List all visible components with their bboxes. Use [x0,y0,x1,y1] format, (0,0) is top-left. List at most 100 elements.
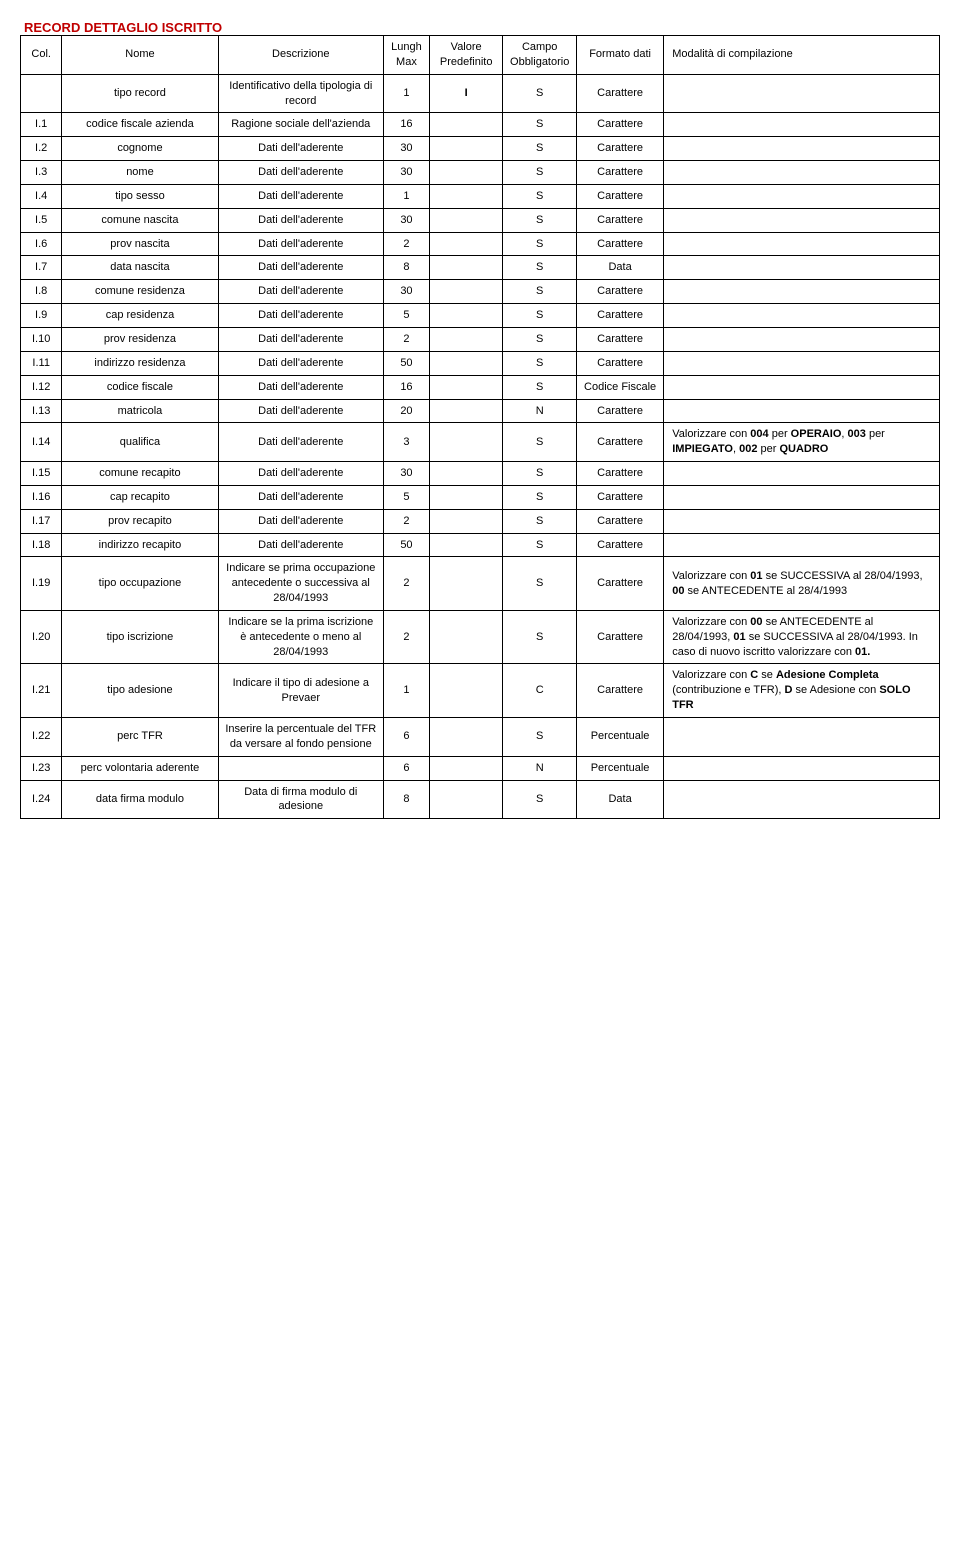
cell-descrizione: Dati dell'aderente [218,509,383,533]
cell-lungh-max: 50 [383,351,429,375]
cell-col: I.17 [21,509,62,533]
cell-valore-predefinito [429,462,503,486]
cell-formato-dati: Carattere [576,113,663,137]
table-row: I.10prov residenzaDati dell'aderente2SCa… [21,327,940,351]
cell-descrizione: Dati dell'aderente [218,208,383,232]
cell-modalita [664,399,940,423]
cell-lungh-max: 30 [383,280,429,304]
table-row: I.23perc volontaria aderente6NPercentual… [21,756,940,780]
cell-valore-predefinito [429,184,503,208]
cell-formato-dati: Data [576,780,663,819]
table-row: I.7data nascitaDati dell'aderente8SData [21,256,940,280]
header-row: Col. Nome Descrizione Lungh Max Valore P… [21,36,940,75]
cell-descrizione: Dati dell'aderente [218,280,383,304]
table-row: I.24data firma moduloData di firma modul… [21,780,940,819]
cell-col: I.22 [21,718,62,757]
cell-valore-predefinito [429,423,503,462]
cell-modalita [664,533,940,557]
cell-lungh-max: 30 [383,161,429,185]
cell-valore-predefinito [429,610,503,664]
cell-col: I.12 [21,375,62,399]
table-row: I.4tipo sessoDati dell'aderente1SCaratte… [21,184,940,208]
cell-valore-predefinito [429,780,503,819]
cell-formato-dati: Carattere [576,399,663,423]
header-lungh-max: Lungh Max [383,36,429,75]
cell-campo-obbligatorio: S [503,780,577,819]
table-body: tipo recordIdentificativo della tipologi… [21,74,940,819]
cell-campo-obbligatorio: S [503,509,577,533]
table-row: tipo recordIdentificativo della tipologi… [21,74,940,113]
cell-descrizione: Indicare se prima occupazione antecedent… [218,557,383,611]
cell-modalita [664,351,940,375]
table-row: I.5comune nascitaDati dell'aderente30SCa… [21,208,940,232]
cell-modalita [664,327,940,351]
cell-nome: tipo sesso [62,184,218,208]
cell-modalita [664,304,940,328]
cell-modalita: Valorizzare con 004 per OPERAIO, 003 per… [664,423,940,462]
cell-lungh-max: 6 [383,756,429,780]
cell-campo-obbligatorio: S [503,375,577,399]
cell-col: I.7 [21,256,62,280]
cell-col: I.13 [21,399,62,423]
section-title: RECORD DETTAGLIO ISCRITTO [20,20,940,35]
cell-col: I.24 [21,780,62,819]
cell-nome: cognome [62,137,218,161]
cell-nome: matricola [62,399,218,423]
table-row: I.20tipo iscrizioneIndicare se la prima … [21,610,940,664]
cell-modalita: Valorizzare con 00 se ANTECEDENTE al 28/… [664,610,940,664]
cell-formato-dati: Carattere [576,74,663,113]
header-modalita: Modalità di compilazione [664,36,940,75]
cell-nome: perc volontaria aderente [62,756,218,780]
cell-modalita [664,780,940,819]
cell-col: I.20 [21,610,62,664]
cell-formato-dati: Carattere [576,610,663,664]
cell-valore-predefinito [429,113,503,137]
header-campo-obbligatorio: Campo Obbligatorio [503,36,577,75]
cell-modalita [664,208,940,232]
cell-nome: prov residenza [62,327,218,351]
table-row: I.18indirizzo recapitoDati dell'aderente… [21,533,940,557]
cell-descrizione: Indicare il tipo di adesione a Prevaer [218,664,383,718]
cell-valore-predefinito [429,509,503,533]
cell-nome: comune residenza [62,280,218,304]
cell-nome: tipo adesione [62,664,218,718]
record-table: Col. Nome Descrizione Lungh Max Valore P… [20,35,940,819]
table-row: I.19tipo occupazioneIndicare se prima oc… [21,557,940,611]
cell-nome: tipo occupazione [62,557,218,611]
table-row: I.13matricolaDati dell'aderente20NCaratt… [21,399,940,423]
cell-lungh-max: 30 [383,208,429,232]
cell-campo-obbligatorio: S [503,533,577,557]
table-row: I.11indirizzo residenzaDati dell'aderent… [21,351,940,375]
cell-valore-predefinito [429,557,503,611]
cell-descrizione: Indicare se la prima iscrizione è antece… [218,610,383,664]
header-formato-dati: Formato dati [576,36,663,75]
cell-modalita [664,280,940,304]
header-valore-predefinito: Valore Predefinito [429,36,503,75]
cell-col: I.21 [21,664,62,718]
cell-campo-obbligatorio: S [503,280,577,304]
cell-lungh-max: 6 [383,718,429,757]
cell-formato-dati: Carattere [576,137,663,161]
cell-campo-obbligatorio: C [503,664,577,718]
cell-modalita [664,161,940,185]
cell-col: I.1 [21,113,62,137]
header-descrizione: Descrizione [218,36,383,75]
cell-campo-obbligatorio: N [503,399,577,423]
cell-formato-dati: Codice Fiscale [576,375,663,399]
cell-modalita: Valorizzare con 01 se SUCCESSIVA al 28/0… [664,557,940,611]
cell-campo-obbligatorio: S [503,351,577,375]
cell-col: I.6 [21,232,62,256]
table-row: I.2cognomeDati dell'aderente30SCarattere [21,137,940,161]
cell-descrizione: Dati dell'aderente [218,184,383,208]
cell-formato-dati: Percentuale [576,756,663,780]
cell-col: I.8 [21,280,62,304]
cell-descrizione: Inserire la percentuale del TFR da versa… [218,718,383,757]
cell-lungh-max: 2 [383,327,429,351]
cell-modalita [664,256,940,280]
cell-lungh-max: 8 [383,780,429,819]
cell-col: I.19 [21,557,62,611]
cell-formato-dati: Data [576,256,663,280]
cell-valore-predefinito [429,375,503,399]
table-row: I.3nomeDati dell'aderente30SCarattere [21,161,940,185]
cell-campo-obbligatorio: S [503,161,577,185]
